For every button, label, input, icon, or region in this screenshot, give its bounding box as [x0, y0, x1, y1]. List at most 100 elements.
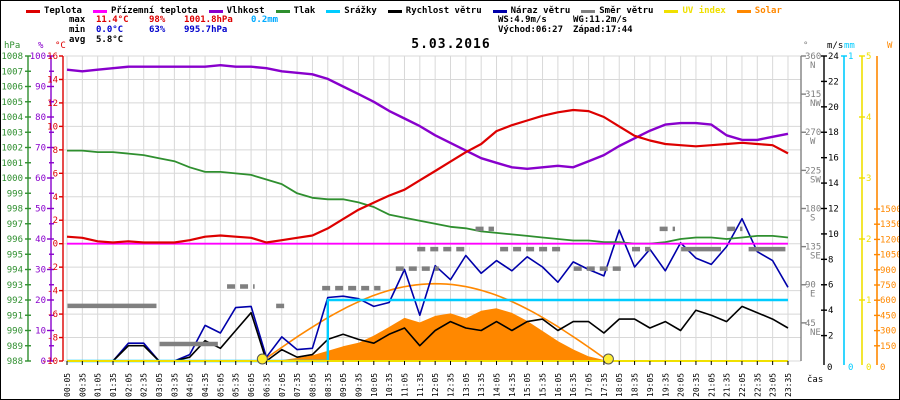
- svg-text:12: 12: [828, 204, 839, 214]
- svg-text:20:35: 20:35: [692, 373, 701, 397]
- svg-text:17:05: 17:05: [585, 373, 594, 397]
- svg-text:W: W: [887, 41, 893, 51]
- legend-color-dash: [208, 9, 223, 13]
- svg-text:5: 5: [866, 52, 871, 62]
- svg-text:992: 992: [7, 296, 23, 306]
- svg-text:225: 225: [805, 166, 821, 176]
- legend-label: Rychlost větru: [405, 6, 482, 16]
- svg-text:90: 90: [35, 83, 46, 93]
- min-temperature: 0.0°C: [96, 25, 124, 35]
- svg-text:15:35: 15:35: [539, 373, 548, 397]
- svg-text:02:35: 02:35: [140, 373, 149, 397]
- svg-text:24: 24: [828, 52, 839, 62]
- svg-text:16:05: 16:05: [554, 373, 563, 397]
- svg-text:23:05: 23:05: [769, 373, 778, 397]
- svg-text:450: 450: [880, 311, 896, 321]
- svg-text:01:05: 01:05: [94, 373, 103, 397]
- svg-text:150: 150: [880, 342, 896, 352]
- svg-text:10:05: 10:05: [370, 373, 379, 397]
- svg-text:994: 994: [7, 266, 23, 276]
- wind-speed-series: [67, 305, 789, 362]
- svg-text:03:35: 03:35: [170, 373, 179, 397]
- wind-gust-summary: WG:11.2m/s: [573, 15, 628, 25]
- svg-text:6: 6: [53, 169, 58, 179]
- svg-text:06:35: 06:35: [262, 373, 271, 397]
- wind-speed-summary: WS:4.9m/s: [498, 15, 547, 25]
- legend-label: Přízemní teplota: [110, 6, 198, 16]
- svg-text:1008: 1008: [1, 52, 23, 62]
- svg-text:1004: 1004: [1, 113, 23, 123]
- svg-text:12:05: 12:05: [431, 373, 440, 397]
- legend-item-9: UV index: [664, 6, 726, 16]
- svg-text:12:35: 12:35: [447, 373, 456, 397]
- legend-color-dash: [736, 9, 751, 13]
- svg-text:mm: mm: [844, 41, 855, 51]
- svg-text:10: 10: [828, 230, 839, 240]
- svg-text:14:05: 14:05: [493, 373, 502, 397]
- svg-text:-4: -4: [47, 287, 58, 297]
- svg-text:W: W: [810, 137, 816, 147]
- svg-text:23:35: 23:35: [784, 373, 793, 397]
- svg-text:NW: NW: [810, 99, 821, 109]
- svg-text:08:05: 08:05: [308, 373, 317, 397]
- svg-text:1001: 1001: [1, 159, 23, 169]
- svg-text:600: 600: [880, 296, 896, 306]
- min-pressure: 995.7hPa: [184, 25, 228, 35]
- svg-text:990: 990: [7, 327, 23, 337]
- svg-text:991: 991: [7, 311, 23, 321]
- svg-text:4: 4: [866, 113, 871, 123]
- svg-text:°C: °C: [55, 41, 66, 51]
- svg-text:05:05: 05:05: [216, 373, 225, 397]
- svg-text:14: 14: [828, 179, 839, 189]
- svg-text:15:05: 15:05: [523, 373, 532, 397]
- svg-text:SW: SW: [810, 175, 821, 185]
- svg-text:6: 6: [828, 281, 833, 291]
- avg-label: avg: [69, 35, 86, 45]
- avg-temperature: 5.8°C: [96, 35, 124, 45]
- svg-text:16: 16: [47, 52, 58, 62]
- solar-area-series: [67, 308, 788, 362]
- svg-text:16:35: 16:35: [569, 373, 578, 397]
- legend-item-4: Tlak: [275, 6, 315, 16]
- svg-text:999: 999: [7, 189, 23, 199]
- svg-text:04:35: 04:35: [201, 373, 210, 397]
- svg-text:18:05: 18:05: [615, 373, 624, 397]
- svg-text:m/s: m/s: [827, 41, 843, 51]
- svg-text:1005: 1005: [1, 98, 23, 108]
- svg-text:00:05: 00:05: [63, 373, 72, 397]
- svg-text:30: 30: [35, 266, 46, 276]
- svg-text:40: 40: [35, 235, 46, 245]
- svg-text:100: 100: [30, 52, 46, 62]
- svg-text:2: 2: [828, 332, 833, 342]
- wind-direction-series: [67, 226, 786, 347]
- svg-text:996: 996: [7, 235, 23, 245]
- svg-text:300: 300: [880, 327, 896, 337]
- svg-text:135: 135: [805, 243, 821, 253]
- svg-text:750: 750: [880, 281, 896, 291]
- svg-text:16: 16: [828, 154, 839, 164]
- svg-text:70: 70: [35, 144, 46, 154]
- svg-text:4: 4: [828, 306, 833, 316]
- legend-color-dash: [387, 9, 402, 13]
- svg-text:0: 0: [866, 363, 871, 373]
- legend-item-8: Směr větru: [581, 6, 653, 16]
- svg-text:0: 0: [848, 363, 853, 373]
- svg-text:07:05: 07:05: [278, 373, 287, 397]
- legend-label: Náraz větru: [510, 6, 571, 16]
- svg-text:18: 18: [828, 128, 839, 138]
- max-rain: 0.2mm: [251, 15, 279, 25]
- legend-label: UV index: [682, 6, 726, 16]
- legend-item-1: Teplota: [26, 6, 82, 16]
- svg-text:1050: 1050: [880, 251, 900, 261]
- legend-label: Směr větru: [599, 6, 654, 16]
- svg-text:1007: 1007: [1, 67, 23, 77]
- svg-text:12: 12: [47, 99, 58, 109]
- svg-text:10:35: 10:35: [385, 373, 394, 397]
- sunrise-sunset-markers: [256, 353, 614, 365]
- svg-text:1200: 1200: [880, 235, 900, 245]
- svg-text:22: 22: [828, 77, 839, 87]
